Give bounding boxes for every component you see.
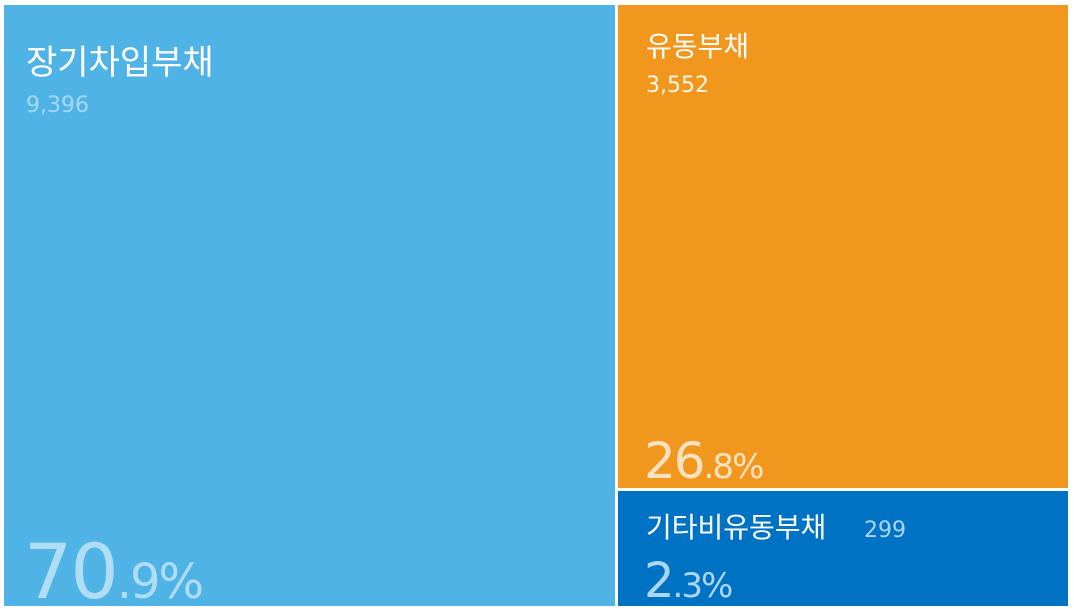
share-integer: 2 — [644, 553, 673, 609]
tile — [4, 5, 615, 606]
tile-name: 유동부채 — [646, 30, 749, 63]
share-fraction: .8% — [704, 447, 763, 487]
tile-value: 3,552 — [646, 73, 709, 98]
tile-share: 26.8% — [644, 432, 763, 490]
share-fraction: .3% — [673, 566, 732, 606]
share-fraction: .9% — [117, 554, 202, 609]
share-integer: 70 — [24, 527, 117, 609]
tile-value: 299 — [864, 518, 906, 543]
tile-name: 기타비유동부채 — [646, 511, 826, 544]
share-integer: 26 — [644, 432, 704, 490]
tile-value: 9,396 — [26, 93, 89, 118]
tile-share: 70.9% — [24, 527, 202, 609]
tile-name: 장기차입부채 — [26, 43, 214, 83]
tile — [618, 491, 1068, 606]
tile-share: 2.3% — [644, 553, 732, 609]
tile — [618, 5, 1068, 488]
